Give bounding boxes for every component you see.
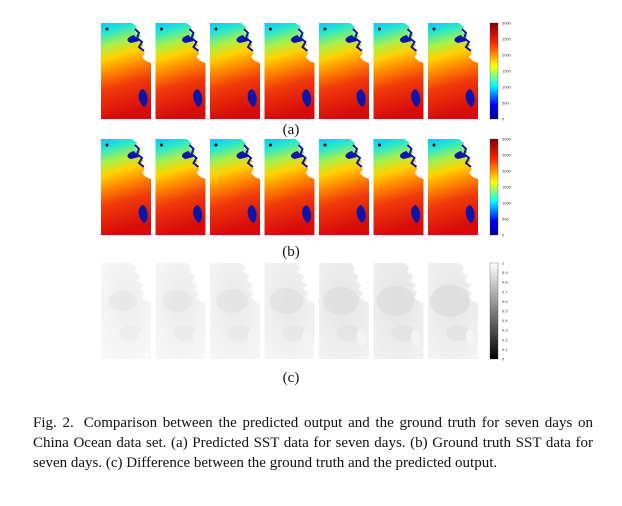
- colorbar-tick-label: 1500: [502, 69, 512, 74]
- panel-c-day-1-map: [101, 263, 151, 359]
- panel-a-day-1-map: [101, 23, 151, 119]
- panel-c-colorbar: 1 0.9 0.8 0.7 0.6 0.5 0.4 0.3 0.2 0.1 0: [489, 261, 508, 362]
- colorbar-tick-label: 0.5: [502, 309, 508, 314]
- panel-c-day-2-map: [155, 263, 206, 359]
- colorbar-tick-label: 2000: [502, 169, 512, 174]
- colorbar-tick-label: 3000: [502, 21, 512, 26]
- panel-b-maps: 3000 2500 2000 1500 1000 500 0: [101, 137, 512, 238]
- panel-b-day-6-map: [373, 139, 424, 235]
- panel-a-colorbar: 3000 2500 2000 1500 1000 500 0: [489, 21, 512, 122]
- colorbar-tick-label: 0.4: [502, 318, 508, 323]
- panel-a-day-6-map: [373, 23, 424, 119]
- panel-c-day-6-map: [373, 263, 424, 359]
- panel-a-day-5-map: [319, 23, 369, 119]
- colorbar-tick-label: 500: [502, 101, 509, 106]
- colorbar-tick-label: 0.6: [502, 299, 508, 304]
- colorbar-tick-label: 1: [502, 261, 505, 266]
- colorbar-tick-label: 0.7: [502, 289, 508, 294]
- figure-number: Fig. 2.: [33, 415, 74, 431]
- panel-b-day-4-map: [264, 139, 315, 235]
- colorbar-tick-label: 0.8: [502, 280, 508, 285]
- colorbar-tick-label: 1000: [502, 85, 512, 90]
- panel-c-day-7-map: [428, 263, 478, 359]
- colorbar-tick-label: 1500: [502, 185, 512, 190]
- colorbar-tick-label: 3000: [502, 137, 512, 142]
- caption-text: Comparison between the predicted output …: [33, 415, 594, 471]
- colorbar-tick-label: 0: [502, 117, 505, 122]
- panel-a-row: 3000 2500 2000 1500 1000 500 0: [0, 18, 622, 136]
- colorbar-tick-label: 1000: [502, 201, 512, 206]
- panel-a-maps: 3000 2500 2000 1500 1000 500 0: [101, 21, 512, 122]
- figure-caption: Fig. 2. Comparison between the predicted …: [33, 413, 593, 473]
- colorbar-tick-label: 0.2: [502, 337, 508, 342]
- colorbar-tick-label: 0: [502, 233, 505, 238]
- panel-b-label: (b): [282, 244, 300, 260]
- panel-c-day-4-map: [264, 263, 315, 359]
- colorbar-tick-label: 2000: [502, 53, 512, 58]
- panel-a-day-2-map: [155, 23, 206, 119]
- panel-b-day-2-map: [155, 139, 206, 235]
- colorbar-tick-label: 0: [502, 357, 505, 362]
- panel-a-day-4-map: [264, 23, 315, 119]
- panel-c-day-5-map: [319, 263, 369, 359]
- panel-b-colorbar: 3000 2500 2000 1500 1000 500 0: [489, 137, 512, 238]
- panel-c-maps: 1 0.9 0.8 0.7 0.6 0.5 0.4 0.3 0.2 0.1 0: [101, 261, 508, 362]
- panel-b-day-5-map: [319, 139, 369, 235]
- panel-b-day-7-map: [428, 139, 478, 235]
- colorbar-tick-label: 2500: [502, 37, 512, 42]
- panel-b-day-1-map: [101, 139, 151, 235]
- panel-c-day-3-map: [210, 263, 260, 359]
- colorbar-tick-label: 0.3: [502, 328, 508, 333]
- panel-a-day-7-map: [428, 23, 478, 119]
- colorbar-tick-label: 0.1: [502, 347, 508, 352]
- colorbar-tick-label: 500: [502, 217, 509, 222]
- colorbar-tick-label: 2500: [502, 153, 512, 158]
- panel-b-row: 3000 2500 2000 1500 1000 500 0: [0, 134, 622, 252]
- panel-a-label: (a): [282, 122, 300, 138]
- panel-c-row: 1 0.9 0.8 0.7 0.6 0.5 0.4 0.3 0.2 0.1 0: [0, 258, 622, 376]
- panel-c-label: (c): [282, 370, 300, 386]
- panel-b-day-3-map: [210, 139, 260, 235]
- colorbar-tick-label: 0.9: [502, 270, 508, 275]
- panel-a-day-3-map: [210, 23, 260, 119]
